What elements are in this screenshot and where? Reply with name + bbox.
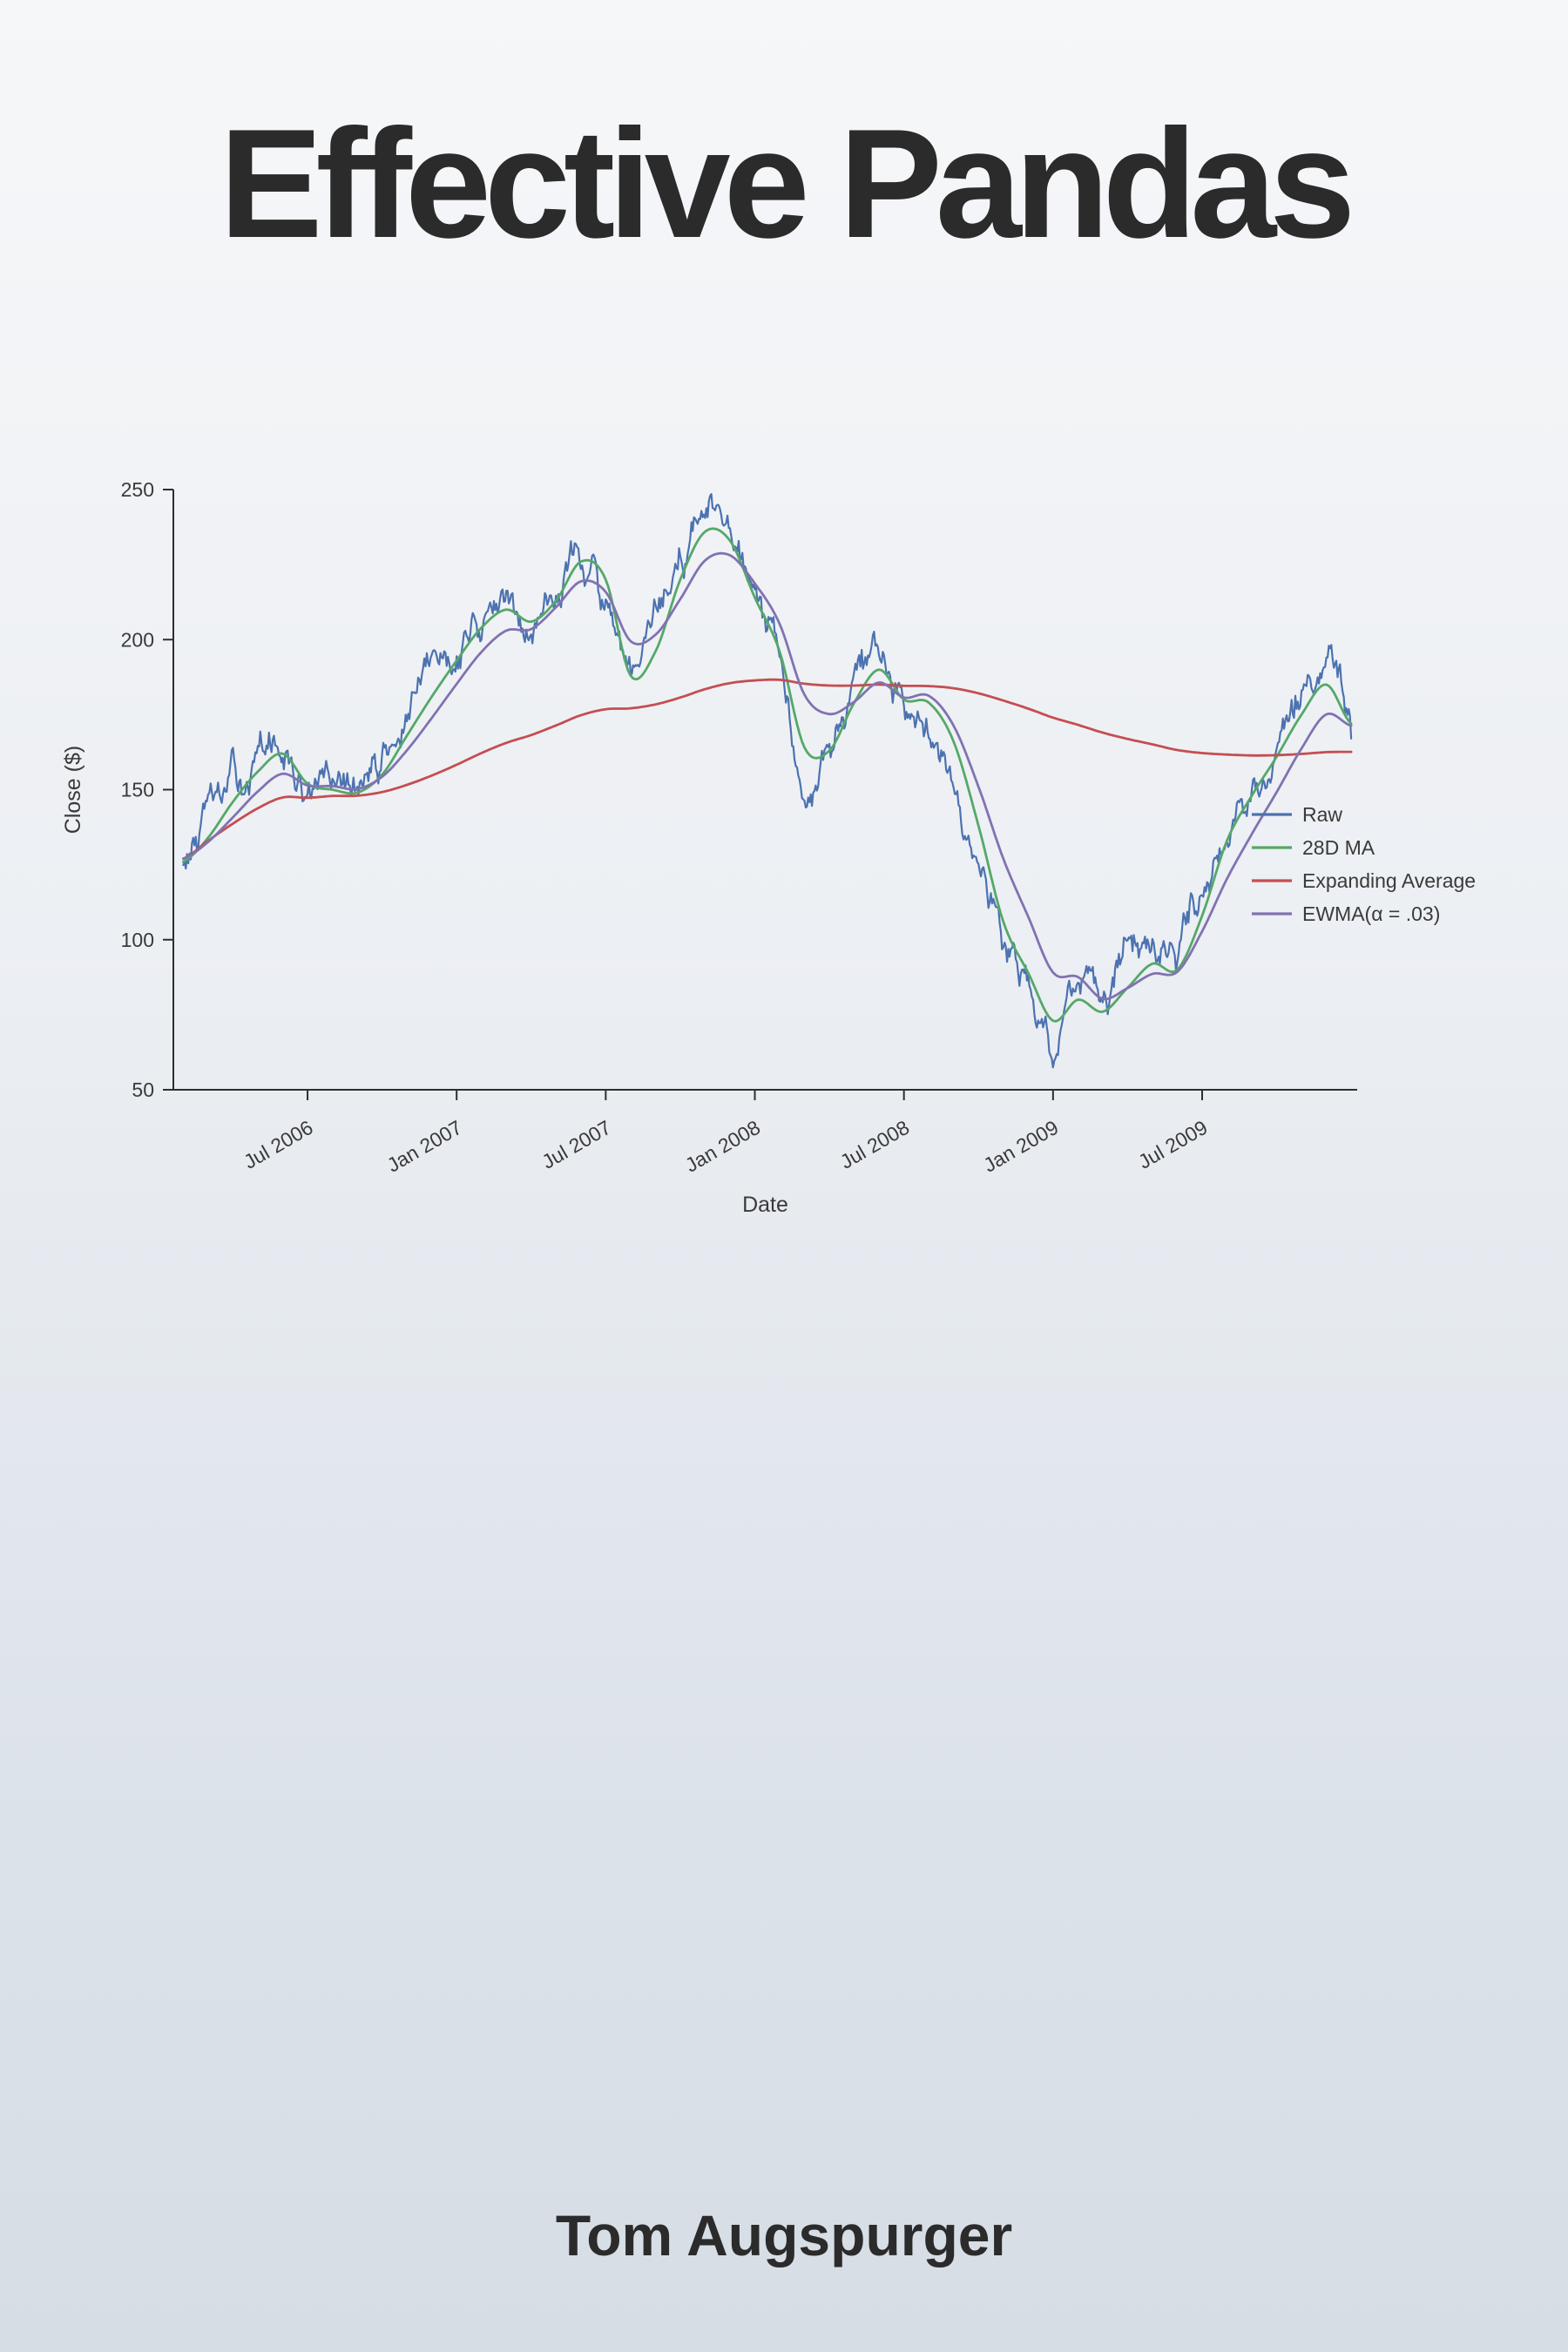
y-axis-label: Close ($) — [61, 746, 85, 834]
series-line-expanding-average — [181, 678, 1353, 861]
series-line-raw — [182, 493, 1353, 1069]
x-tick-label: Jul 2006 — [240, 1116, 316, 1173]
y-tick-label: 150 — [121, 779, 154, 801]
book-title: Effective Pandas — [219, 97, 1355, 270]
book-author: Tom Augspurger — [555, 2203, 1013, 2268]
x-tick-label: Jul 2009 — [1134, 1116, 1211, 1173]
x-tick-label: Jul 2007 — [538, 1116, 615, 1173]
x-tick-label: Jul 2008 — [836, 1116, 913, 1173]
y-tick-label: 50 — [132, 1078, 154, 1101]
x-tick-label: Jan 2008 — [681, 1116, 764, 1177]
legend-label: EWMA(α = .03) — [1302, 902, 1440, 925]
x-tick-label: Jan 2009 — [979, 1116, 1062, 1177]
legend-label: Expanding Average — [1302, 869, 1476, 892]
y-tick-label: 100 — [121, 929, 154, 951]
close-price-chart: 50 100 150 200 250 Jul 2006 Jan 2007 Jul 2007 Ja… — [61, 478, 1476, 1217]
y-tick-label: 250 — [121, 478, 154, 501]
x-axis-label: Date — [742, 1193, 788, 1217]
legend-label: 28D MA — [1302, 836, 1375, 859]
x-tick-label: Jan 2007 — [383, 1116, 466, 1177]
series-line-ewma-03 — [181, 551, 1353, 1001]
legend-label: Raw — [1302, 803, 1342, 826]
y-tick-label: 200 — [121, 628, 154, 651]
